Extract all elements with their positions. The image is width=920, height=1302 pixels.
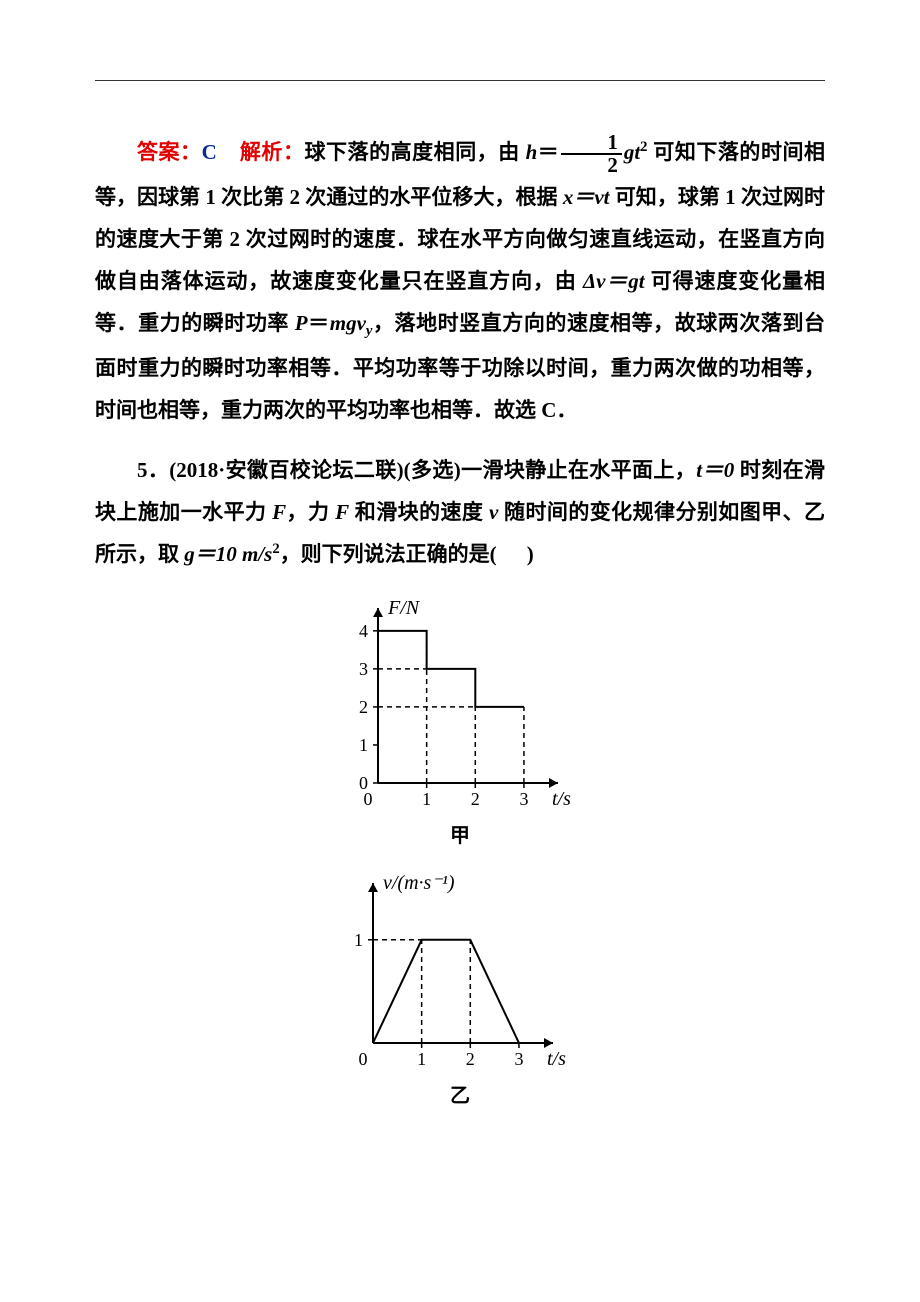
eq1-frac: 12 bbox=[561, 132, 622, 176]
eq1-sup: 2 bbox=[640, 139, 647, 155]
eq4-P: P bbox=[295, 311, 308, 335]
svg-text:v/(m·s⁻¹): v/(m·s⁻¹) bbox=[383, 872, 455, 894]
svg-text:F/N: F/N bbox=[387, 597, 421, 619]
svg-text:2: 2 bbox=[359, 697, 368, 717]
var-F2: F bbox=[335, 500, 349, 524]
caption-jia: 甲 bbox=[450, 819, 470, 848]
eq-g: g＝10 m/s bbox=[184, 542, 272, 566]
caption-yi: 乙 bbox=[450, 1079, 470, 1108]
eq3: Δv＝gt bbox=[583, 269, 645, 293]
answer-paragraph: 答案：C 解析：球下落的高度相同，由 h＝12gt2 可知下落的时间相等，因球第… bbox=[95, 131, 825, 431]
eq1-lhs: h bbox=[526, 140, 538, 164]
svg-text:3: 3 bbox=[514, 1049, 523, 1069]
svg-text:1: 1 bbox=[422, 789, 431, 809]
question-text-7: ) bbox=[527, 542, 534, 566]
svg-text:4: 4 bbox=[359, 621, 368, 641]
svg-text:3: 3 bbox=[519, 789, 528, 809]
svg-text:3: 3 bbox=[359, 659, 368, 679]
question-text-1: 一滑块静止在水平面上， bbox=[461, 458, 696, 482]
svg-text:1: 1 bbox=[417, 1049, 426, 1069]
var-v: v bbox=[489, 500, 498, 524]
question-paragraph: 5．(2018·安徽百校论坛二联)(多选)一滑块静止在水平面上，t＝0 时刻在滑… bbox=[95, 449, 825, 575]
question-number: 5． bbox=[137, 458, 169, 482]
eq4-eq: ＝ bbox=[308, 311, 330, 335]
eq4-g: g bbox=[346, 311, 357, 335]
chart-jia: 012301234F/Nt/s bbox=[330, 583, 590, 813]
eq-g-sup: 2 bbox=[272, 541, 279, 557]
chart-yi: 0 1 2 3 1 v/(m·s⁻¹) t/s bbox=[325, 858, 595, 1073]
svg-text:1: 1 bbox=[354, 930, 363, 950]
var-F1: F bbox=[272, 500, 286, 524]
eq4-m: m bbox=[330, 311, 346, 335]
svg-text:t/s: t/s bbox=[547, 1048, 566, 1070]
question-source: (2018·安徽百校论坛二联)(多选) bbox=[169, 458, 460, 482]
question-text-6: ，则下列说法正确的是( bbox=[280, 542, 497, 566]
svg-text:2: 2 bbox=[466, 1049, 475, 1069]
eq1-g: g bbox=[624, 140, 635, 164]
svg-text:0: 0 bbox=[359, 1049, 368, 1069]
eq1-eq: ＝ bbox=[537, 140, 559, 164]
question-text-3: ，力 bbox=[286, 500, 335, 524]
eq4-v: v bbox=[357, 311, 366, 335]
top-rule bbox=[95, 80, 825, 81]
answer-value: C bbox=[202, 140, 217, 164]
eq-t0: t＝0 bbox=[696, 458, 734, 482]
svg-text:0: 0 bbox=[359, 773, 368, 793]
explain-text-1a: 球下落的高度相同，由 bbox=[304, 140, 525, 164]
frac-num: 1 bbox=[561, 132, 622, 155]
frac-den: 2 bbox=[561, 155, 622, 176]
question-text-4: 和滑块的速度 bbox=[349, 500, 489, 524]
answer-label: 答案： bbox=[137, 140, 202, 164]
svg-text:t/s: t/s bbox=[552, 788, 571, 810]
svg-text:2: 2 bbox=[471, 789, 480, 809]
eq2: x＝vt bbox=[563, 185, 610, 209]
svg-text:1: 1 bbox=[359, 735, 368, 755]
explain-label: 解析： bbox=[240, 140, 305, 164]
